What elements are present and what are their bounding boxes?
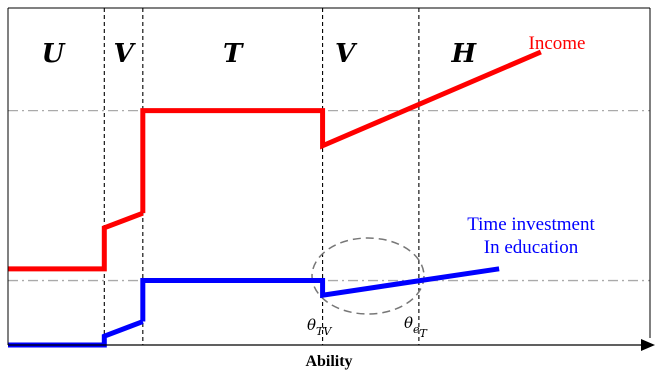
threshold-subscript: e [413, 323, 420, 336]
series-lines [8, 49, 542, 348]
region-label-3: T [223, 39, 244, 69]
x-axis-arrow [641, 339, 655, 351]
chart-axes [7, 7, 655, 351]
time-investment-label-line-1: Time investment [467, 214, 595, 235]
region-label-4: V [335, 39, 358, 69]
threshold-label-theta_TV: θTV [307, 316, 332, 338]
income-line-segment-1 [8, 210, 144, 272]
highlight-ellipse [311, 237, 425, 315]
time-investment-line-segment-2 [140, 266, 500, 322]
time-investment-line-segment-1 [8, 319, 144, 348]
highlight-ellipse-shape [311, 237, 425, 315]
region-label-2: V [113, 39, 136, 69]
income-line-segment-2 [140, 49, 542, 214]
time-investment-label-line-2: In education [484, 237, 579, 258]
region-label-1: U [42, 39, 66, 69]
threshold-label-theta_eT: θeT [404, 314, 429, 340]
income-label-line-1: Income [529, 33, 586, 54]
threshold-symbol: θ [404, 314, 413, 332]
threshold-sub-subscript: T [420, 327, 429, 340]
chart-grid [8, 8, 650, 345]
threshold-subscript: TV [316, 325, 332, 338]
x-axis-title: Ability [305, 353, 352, 370]
threshold-symbol: θ [307, 316, 316, 334]
region-label-5: H [451, 39, 478, 69]
